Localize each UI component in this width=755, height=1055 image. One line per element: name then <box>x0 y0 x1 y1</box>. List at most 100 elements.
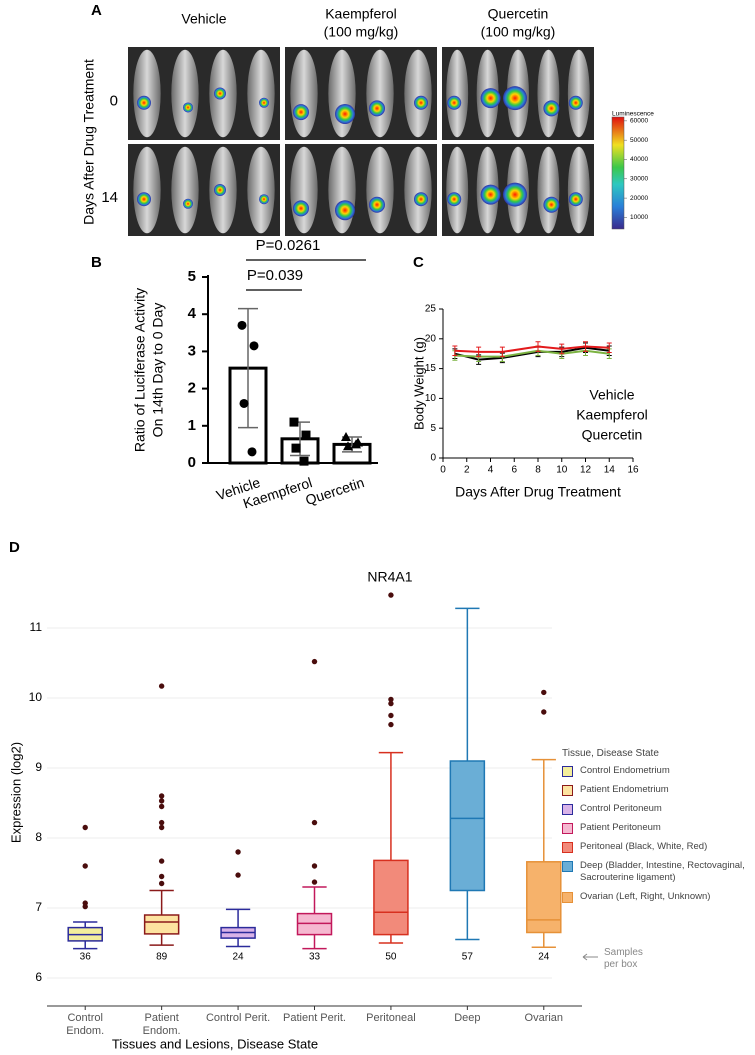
y-tick-label: 3 <box>188 342 196 359</box>
outlier <box>158 793 165 799</box>
data-point <box>341 431 351 441</box>
outlier <box>158 824 165 831</box>
legend-swatch <box>562 861 573 872</box>
mouse <box>446 146 469 234</box>
outlier <box>311 658 318 665</box>
y-tick-label: 10 <box>425 393 437 404</box>
whisker-low <box>378 934 404 944</box>
whisker-high <box>149 889 174 915</box>
data-point <box>237 320 247 330</box>
outlier <box>82 903 88 910</box>
signal <box>447 192 462 207</box>
mouse <box>567 49 590 138</box>
data-point <box>301 430 311 440</box>
x-tick-label: Deep <box>454 1012 481 1024</box>
legend-item: Control Peritoneum <box>562 803 752 815</box>
legend-label: Ovarian (Left, Right, Unknown) <box>580 891 711 902</box>
y-tick-label: 4 <box>188 305 197 322</box>
column-dose: (100 mg/kg) <box>481 24 556 40</box>
mouse <box>404 49 432 138</box>
signal <box>183 198 193 209</box>
whisker-high <box>225 908 251 928</box>
mouse <box>247 49 275 138</box>
box <box>143 914 180 935</box>
error-bar <box>452 345 458 356</box>
outlier <box>158 873 165 880</box>
colorbar-tick-label: 50000 <box>630 137 648 144</box>
row-title: Days After Drug Treatment <box>81 59 97 225</box>
error-bar <box>583 341 588 352</box>
data-point <box>247 447 257 457</box>
outlier <box>82 863 88 869</box>
y-tick-label: 15 <box>425 363 437 374</box>
x-tick-label: 8 <box>535 465 541 476</box>
error-bar <box>606 342 612 354</box>
box <box>449 760 486 892</box>
mouse <box>446 49 469 138</box>
legend-item: Peritoneal (Black, White, Red) <box>562 841 752 853</box>
signal <box>137 95 151 110</box>
whisker-low <box>225 938 251 948</box>
data-point <box>351 439 361 449</box>
outlier <box>388 592 394 598</box>
signal <box>568 192 583 207</box>
y-tick-label: 9 <box>35 760 42 774</box>
outlier <box>158 683 165 689</box>
signal <box>503 86 527 111</box>
mouse <box>247 146 275 234</box>
legend-swatch <box>562 892 573 903</box>
outlier <box>311 819 318 826</box>
x-tick-label: Control Perit. <box>205 1012 271 1024</box>
outlier <box>388 721 394 728</box>
outlier <box>158 819 165 826</box>
mouse <box>133 49 161 138</box>
x-tick-label: 16 <box>627 465 639 476</box>
x-tick-label: Patient Endom. <box>142 1012 181 1037</box>
outlier <box>158 880 165 887</box>
outlier <box>541 709 547 715</box>
legend-item: Patient Peritoneum <box>562 822 752 834</box>
sample-count: 57 <box>462 952 474 963</box>
mouse <box>171 146 199 234</box>
chart-title: NR4A1 <box>367 569 412 585</box>
y-tick-label: 25 <box>425 304 437 315</box>
legend-label: Control Endometrium <box>580 765 670 776</box>
error-bar <box>535 341 541 352</box>
sample-count: 36 <box>80 952 92 963</box>
x-tick-label: 12 <box>580 465 592 476</box>
signal <box>543 100 560 117</box>
colorbar-tick-label: 40000 <box>630 156 648 163</box>
column-header: Quercetin <box>488 6 549 22</box>
signal <box>414 192 428 207</box>
sample-count: 33 <box>309 952 321 963</box>
y-tick-label: 11 <box>30 620 43 634</box>
whisker-low <box>302 934 327 950</box>
whisker-low <box>455 890 480 941</box>
error-bar <box>499 346 505 358</box>
row-label: 0 <box>110 92 118 109</box>
outlier <box>235 849 241 855</box>
y-tick-label: 10 <box>29 690 43 704</box>
colorbar-tick-label: 60000 <box>630 118 648 125</box>
whisker-high <box>302 886 327 914</box>
x-tick-label: 6 <box>511 465 517 476</box>
mouse <box>537 146 560 234</box>
line <box>454 346 610 361</box>
legend-label: Patient Endometrium <box>580 784 669 795</box>
error-bar <box>559 343 565 355</box>
y-tick-label: 0 <box>430 453 436 464</box>
legend-label: Patient Peritoneum <box>580 822 661 833</box>
y-tick-label: 2 <box>188 380 196 397</box>
y-axis-label: Ratio of Luciferase Activity <box>132 288 148 452</box>
x-tick-label: 4 <box>488 465 494 476</box>
signal <box>183 102 193 113</box>
x-tick-label: Ovarian <box>524 1012 564 1024</box>
legend-label: Quercetin <box>582 427 643 443</box>
mouse <box>328 146 356 234</box>
signal <box>335 200 355 221</box>
signal <box>259 97 269 108</box>
mouse <box>366 49 394 138</box>
legend-swatch <box>562 823 573 834</box>
data-point <box>343 441 353 451</box>
